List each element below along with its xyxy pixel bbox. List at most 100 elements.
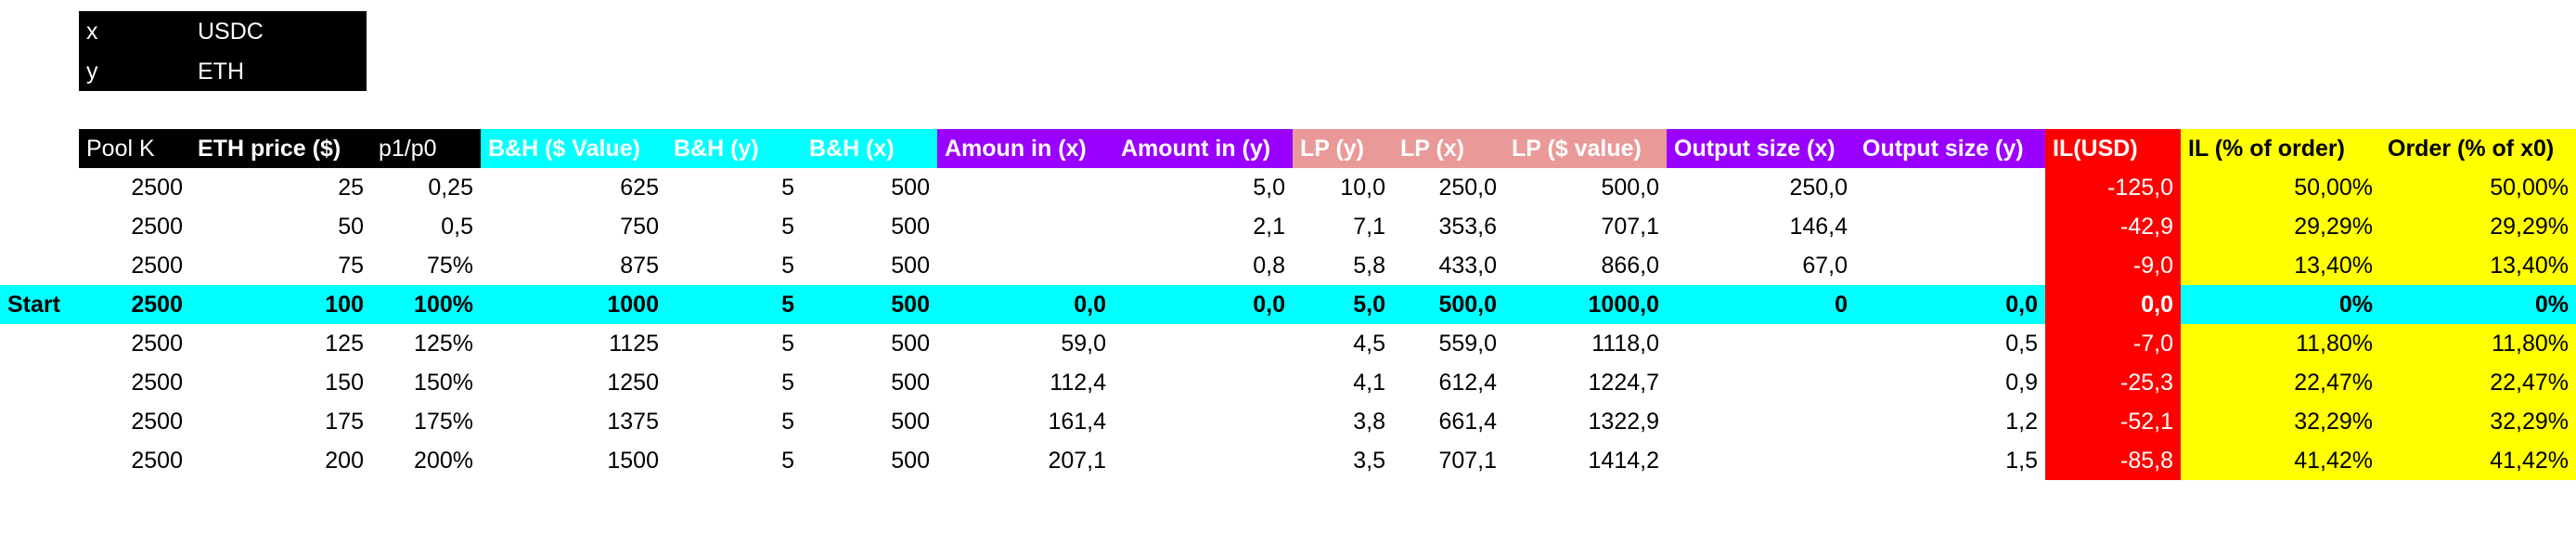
- cell-output-y[interactable]: [1855, 246, 2045, 285]
- cell-il-pct[interactable]: 22,47%: [2181, 363, 2380, 402]
- cell-il-usd[interactable]: -42,9: [2045, 207, 2181, 246]
- cell-amount-in-y[interactable]: 5,0: [1253, 175, 1285, 201]
- cell-lp-x[interactable]: 433,0: [1438, 253, 1497, 279]
- cell-lp-value[interactable]: 1322,9: [1588, 409, 1659, 435]
- cell-amount-in-x[interactable]: [937, 207, 1114, 246]
- cell-bh-y[interactable]: 5: [781, 253, 794, 279]
- cell-amount-in-x[interactable]: 207,1: [1048, 448, 1106, 474]
- cell-bh-x[interactable]: 500: [891, 253, 930, 279]
- cell-order-pct[interactable]: 32,29%: [2380, 402, 2576, 441]
- header-order-pct[interactable]: Order (% of x0): [2380, 129, 2576, 168]
- cell-eth-price[interactable]: 50: [338, 214, 364, 240]
- cell-order-pct[interactable]: 29,29%: [2380, 207, 2576, 246]
- cell-order-pct[interactable]: 13,40%: [2380, 246, 2576, 285]
- header-bh-y[interactable]: B&H (y): [666, 129, 802, 168]
- cell-il-pct[interactable]: 11,80%: [2181, 324, 2380, 363]
- row-label[interactable]: [0, 324, 79, 363]
- cell-amount-in-x[interactable]: [937, 246, 1114, 285]
- cell-output-x[interactable]: [1667, 324, 1855, 363]
- legend-value[interactable]: ETH: [198, 58, 244, 84]
- cell-bh-y[interactable]: 5: [781, 370, 794, 396]
- cell-output-x[interactable]: [1667, 363, 1855, 402]
- cell-amount-in-y[interactable]: 0,8: [1253, 253, 1285, 279]
- cell-pool-k[interactable]: 2500: [131, 448, 183, 474]
- cell-amount-in-x[interactable]: 0,0: [1074, 292, 1106, 318]
- cell-bh-value[interactable]: 750: [620, 214, 659, 240]
- row-label-start[interactable]: Start: [7, 292, 60, 318]
- cell-bh-x[interactable]: 500: [891, 331, 930, 357]
- cell-bh-value[interactable]: 625: [620, 175, 659, 201]
- cell-pool-k[interactable]: 2500: [131, 331, 183, 357]
- cell-bh-value[interactable]: 875: [620, 253, 659, 279]
- cell-bh-value[interactable]: 1125: [609, 331, 659, 357]
- cell-il-usd[interactable]: -125,0: [2045, 168, 2181, 207]
- cell-order-pct[interactable]: 50,00%: [2380, 168, 2576, 207]
- cell-bh-value[interactable]: 1375: [607, 409, 659, 435]
- cell-lp-y[interactable]: 4,1: [1353, 370, 1385, 396]
- cell-bh-y[interactable]: 5: [781, 292, 794, 318]
- cell-bh-value[interactable]: 1250: [607, 370, 659, 396]
- cell-order-pct[interactable]: 11,80%: [2380, 324, 2576, 363]
- cell-il-pct[interactable]: 29,29%: [2181, 207, 2380, 246]
- cell-pool-k[interactable]: 2500: [131, 214, 183, 240]
- cell-pool-k[interactable]: 2500: [131, 253, 183, 279]
- row-label[interactable]: [0, 402, 79, 441]
- cell-bh-x[interactable]: 500: [891, 214, 930, 240]
- cell-lp-y[interactable]: 5,8: [1353, 253, 1385, 279]
- cell-il-usd[interactable]: -7,0: [2045, 324, 2181, 363]
- cell-price-ratio[interactable]: 100%: [414, 292, 473, 318]
- cell-order-pct[interactable]: 41,42%: [2380, 441, 2576, 480]
- cell-eth-price[interactable]: 100: [325, 292, 364, 318]
- cell-pool-k[interactable]: 2500: [131, 175, 183, 201]
- header-lp-y[interactable]: LP (y): [1293, 129, 1393, 168]
- header-il-usd[interactable]: IL(USD): [2045, 129, 2181, 168]
- cell-lp-x[interactable]: 500,0: [1438, 292, 1497, 318]
- header-output-x[interactable]: Output size (x): [1667, 129, 1855, 168]
- cell-output-x[interactable]: 250,0: [1789, 175, 1848, 201]
- cell-lp-x[interactable]: 612,4: [1438, 370, 1497, 396]
- header-eth-price[interactable]: ETH price ($): [190, 129, 371, 168]
- cell-il-pct[interactable]: 0%: [2181, 285, 2380, 324]
- cell-lp-y[interactable]: 5,0: [1353, 292, 1385, 318]
- cell-il-usd[interactable]: -25,3: [2045, 363, 2181, 402]
- cell-lp-value[interactable]: 1118,0: [1591, 331, 1659, 357]
- cell-lp-value[interactable]: 707,1: [1601, 214, 1659, 240]
- cell-lp-x[interactable]: 559,0: [1438, 331, 1497, 357]
- cell-price-ratio[interactable]: 175%: [414, 409, 473, 435]
- cell-il-pct[interactable]: 32,29%: [2181, 402, 2380, 441]
- cell-amount-in-y[interactable]: [1114, 324, 1293, 363]
- cell-lp-x[interactable]: 707,1: [1438, 448, 1497, 474]
- cell-output-x[interactable]: 146,4: [1789, 214, 1848, 240]
- cell-lp-x[interactable]: 661,4: [1438, 409, 1497, 435]
- legend-value[interactable]: USDC: [198, 19, 264, 45]
- cell-il-pct[interactable]: 41,42%: [2181, 441, 2380, 480]
- cell-amount-in-x[interactable]: [937, 168, 1114, 207]
- cell-lp-value[interactable]: 500,0: [1601, 175, 1659, 201]
- cell-eth-price[interactable]: 75: [338, 253, 364, 279]
- cell-lp-y[interactable]: 3,5: [1353, 448, 1385, 474]
- cell-amount-in-x[interactable]: 112,4: [1050, 370, 1106, 396]
- cell-price-ratio[interactable]: 150%: [414, 370, 473, 396]
- cell-eth-price[interactable]: 200: [325, 448, 364, 474]
- cell-amount-in-y[interactable]: 2,1: [1253, 214, 1285, 240]
- cell-il-pct[interactable]: 50,00%: [2181, 168, 2380, 207]
- cell-bh-y[interactable]: 5: [781, 409, 794, 435]
- cell-lp-value[interactable]: 866,0: [1601, 253, 1659, 279]
- cell-eth-price[interactable]: 150: [325, 370, 364, 396]
- cell-bh-y[interactable]: 5: [781, 214, 794, 240]
- header-pool-k[interactable]: Pool K: [79, 129, 190, 168]
- cell-order-pct[interactable]: 0%: [2380, 285, 2576, 324]
- header-lp-value[interactable]: LP ($ value): [1504, 129, 1667, 168]
- cell-output-x[interactable]: 67,0: [1802, 253, 1848, 279]
- cell-price-ratio[interactable]: 200%: [414, 448, 473, 474]
- legend-key[interactable]: y: [86, 58, 98, 84]
- cell-output-y[interactable]: 1,5: [2005, 448, 2038, 474]
- cell-pool-k[interactable]: 2500: [131, 370, 183, 396]
- header-bh-x[interactable]: B&H (x): [802, 129, 937, 168]
- cell-bh-y[interactable]: 5: [781, 448, 794, 474]
- cell-output-x[interactable]: [1667, 441, 1855, 480]
- cell-lp-value[interactable]: 1224,7: [1588, 370, 1659, 396]
- cell-bh-value[interactable]: 1500: [607, 448, 659, 474]
- cell-price-ratio[interactable]: 0,5: [441, 214, 473, 240]
- cell-pool-k[interactable]: 2500: [131, 409, 183, 435]
